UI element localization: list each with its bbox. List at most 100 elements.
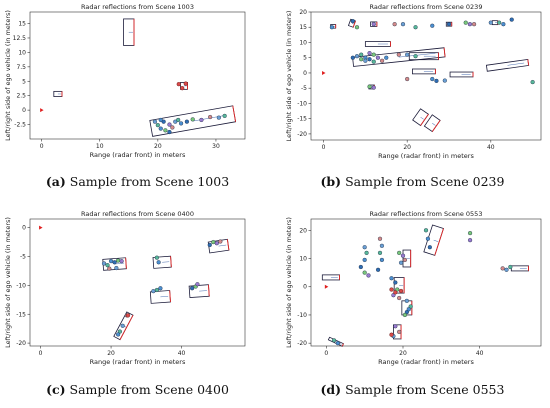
x-tick-label: 0 xyxy=(322,144,326,151)
radar-point xyxy=(358,264,363,270)
radar-point xyxy=(167,122,172,127)
radar-point xyxy=(508,264,513,270)
caption-a-letter: (a) xyxy=(45,174,66,189)
radar-point xyxy=(158,117,163,123)
radar-point xyxy=(375,55,381,60)
radar-point xyxy=(178,121,184,126)
chart-panel-d: Radar reflections from Scene 0553 0 20 40 -2… xyxy=(275,204,550,408)
bounding-box xyxy=(393,277,405,294)
box-front-edge xyxy=(341,343,344,347)
x-axis-label: Range (radar front) in meters xyxy=(90,358,186,366)
radar-point xyxy=(329,25,335,30)
radar-point xyxy=(392,22,397,27)
radar-point xyxy=(371,85,376,90)
radar-point-red xyxy=(180,86,185,91)
radar-point xyxy=(362,245,367,250)
y-tick-label: 5 xyxy=(303,55,307,62)
plot-frame xyxy=(29,218,246,347)
chart-a-svg: Radar reflections from Scene 1003 0 10 20 30… xyxy=(4,3,246,159)
radar-point xyxy=(413,25,418,30)
radar-point xyxy=(405,52,410,57)
radar-point xyxy=(362,270,367,275)
bounding-box xyxy=(412,68,436,75)
radar-point xyxy=(216,115,221,120)
radar-point xyxy=(427,245,432,250)
radar-point-red xyxy=(389,287,394,292)
y-tick-label: 10 xyxy=(299,256,307,263)
radar-point-red xyxy=(125,313,131,318)
caption-c-text: Sample from Scene 0400 xyxy=(69,382,229,397)
x-tick-label: 20 xyxy=(154,143,162,150)
radar-point xyxy=(190,286,195,291)
radar-point xyxy=(207,242,212,248)
caption-b-letter: (b) xyxy=(320,174,342,189)
box-front-edge xyxy=(443,47,446,57)
radar-point xyxy=(350,19,355,24)
box-front-edge xyxy=(125,257,127,269)
y-tick-label: 5 xyxy=(22,78,26,85)
radar-point-red xyxy=(389,332,394,337)
caption-b-text: Sample from Scene 0239 xyxy=(345,174,505,189)
caption-a: (a) Sample from Scene 1003 xyxy=(0,174,275,189)
caption-d-text: Sample from Scene 0553 xyxy=(345,382,505,397)
x-tick-label: 0 xyxy=(39,350,43,357)
radar-point xyxy=(430,23,435,28)
caption-d: (d) Sample from Scene 0553 xyxy=(275,382,550,397)
bounding-box xyxy=(510,265,529,272)
chart-c-svg: Radar reflections from Scene 0400 0 20 40 -2… xyxy=(4,210,246,366)
radar-point xyxy=(405,76,410,82)
box-outline xyxy=(485,58,530,72)
radar-point xyxy=(413,54,418,59)
radar-point xyxy=(176,117,181,123)
bounding-box xyxy=(402,249,412,268)
y-tick-label: 10 xyxy=(18,49,26,56)
box-heading-line xyxy=(432,123,436,126)
radar-point xyxy=(501,22,506,27)
y-tick-label: 7.5 xyxy=(16,64,26,71)
x-tick-label: 20 xyxy=(107,350,115,357)
radar-point xyxy=(101,261,107,266)
box-front-edge xyxy=(352,20,356,28)
y-tick-label: 2.5 xyxy=(16,93,26,100)
x-axis-label: Range (radar front) in meters xyxy=(378,152,474,160)
y-tick-label: -20 xyxy=(297,340,307,347)
radar-point xyxy=(379,58,385,63)
radar-point xyxy=(488,20,493,25)
radar-point xyxy=(170,125,175,130)
radar-point xyxy=(430,76,435,82)
radar-point xyxy=(211,239,216,245)
radar-point xyxy=(434,78,439,83)
box-heading-line xyxy=(433,239,439,242)
bounding-box xyxy=(123,18,135,46)
radar-point xyxy=(423,228,429,233)
caption-a-text: Sample from Scene 1003 xyxy=(69,174,230,189)
radar-point xyxy=(116,332,121,337)
radar-point xyxy=(397,250,402,255)
box-front-edge xyxy=(434,228,444,256)
radar-point xyxy=(151,289,156,294)
radar-point xyxy=(364,250,369,255)
caption-b: (b) Sample from Scene 0239 xyxy=(275,174,550,189)
bounding-box xyxy=(321,274,341,281)
chart-title: Radar reflections from Scene 0239 xyxy=(370,3,483,11)
radar-point xyxy=(442,78,447,83)
radar-point xyxy=(363,58,368,63)
y-tick-label: 0 xyxy=(22,225,26,232)
radar-point xyxy=(354,25,360,30)
box-front-edge xyxy=(226,239,230,251)
radar-point xyxy=(371,52,376,57)
radar-point xyxy=(391,293,396,298)
bounding-box xyxy=(149,290,171,304)
radar-point xyxy=(208,114,213,120)
x-tick-label: 10 xyxy=(96,143,104,150)
radar-point xyxy=(467,231,473,236)
bounding-box xyxy=(408,52,439,61)
radar-point xyxy=(163,128,168,133)
radar-point xyxy=(167,129,172,135)
ego-vehicle-marker xyxy=(39,225,43,230)
bounding-box xyxy=(364,41,391,47)
radar-point xyxy=(105,263,110,268)
radar-point xyxy=(218,239,223,244)
bounding-box xyxy=(152,255,172,269)
box-front-edge xyxy=(119,315,134,340)
